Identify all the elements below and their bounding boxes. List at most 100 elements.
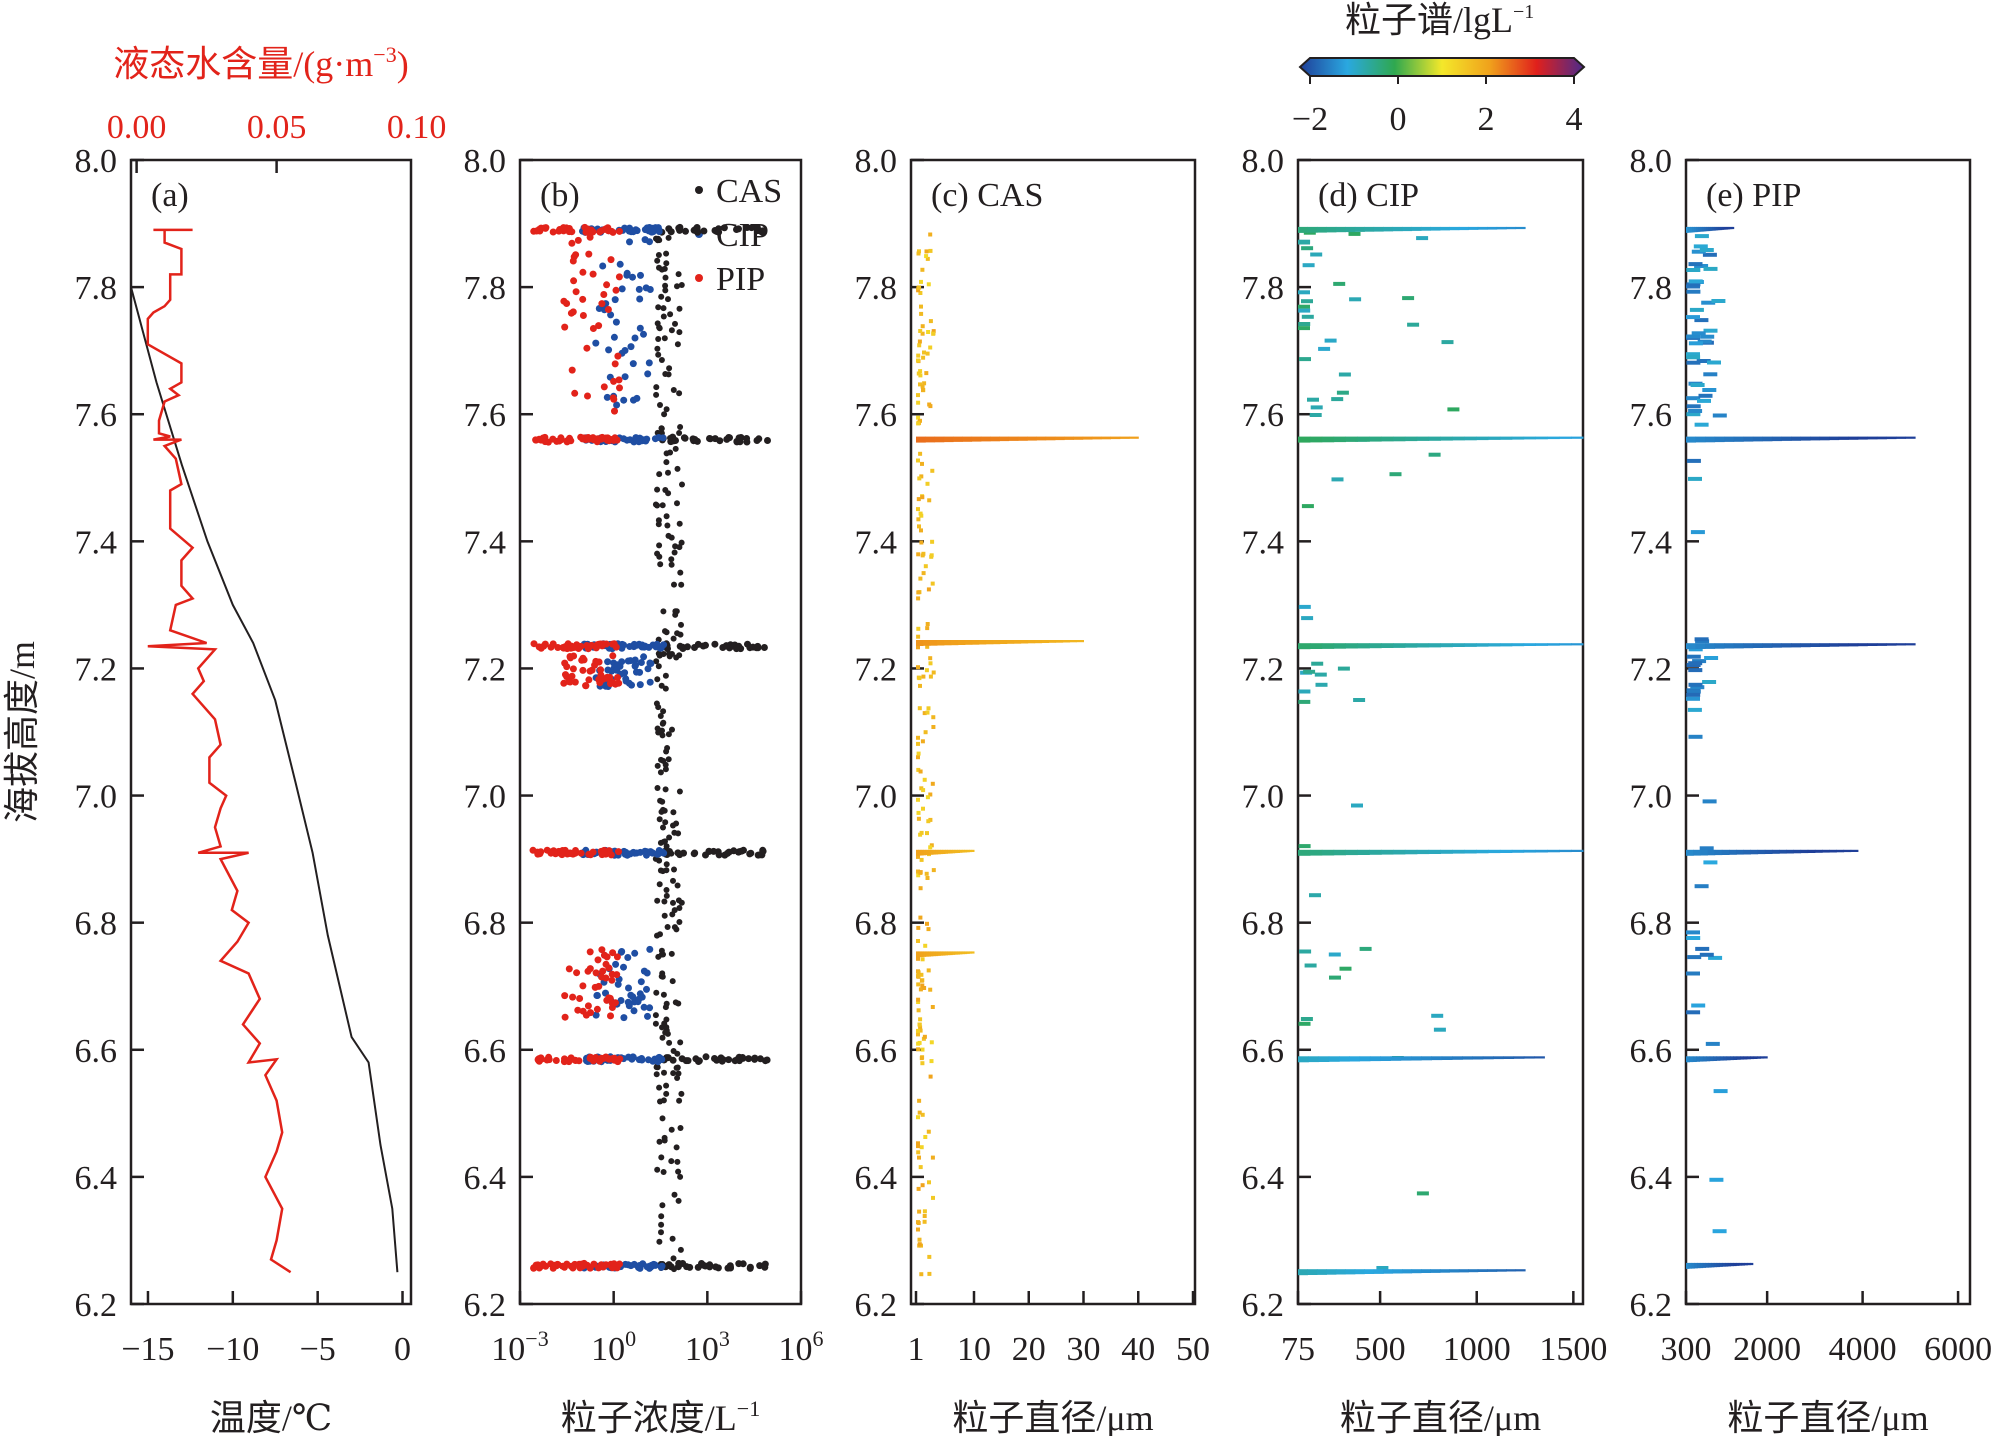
heatmap-band-cell [1535, 436, 1548, 440]
data-point [672, 611, 679, 618]
data-point [665, 469, 671, 476]
data-point [739, 1260, 747, 1268]
heatmap-band-cell [966, 951, 970, 954]
data-point [662, 672, 669, 679]
heatmap-cell [916, 458, 920, 463]
heatmap-cell [924, 371, 929, 376]
data-point [586, 948, 594, 956]
data-point [612, 960, 620, 968]
heatmap-cell [926, 1129, 931, 1134]
data-point [686, 1263, 694, 1271]
heatmap-cell [917, 476, 922, 481]
heatmap-band-cell [971, 951, 975, 954]
heatmap-band-cell [930, 849, 934, 855]
heatmap-band-cell [1499, 643, 1513, 647]
heatmap-cell [1298, 322, 1311, 326]
data-point [604, 666, 612, 674]
data-point [651, 435, 659, 443]
heatmap-band-cell [1819, 436, 1830, 441]
heatmap-cell [930, 539, 935, 544]
heatmap-cell [924, 668, 929, 673]
heatmap-band-cell [1392, 226, 1403, 232]
heatmap-cell [1447, 407, 1460, 412]
data-point [636, 324, 644, 332]
heatmap-band-cell [1559, 436, 1572, 439]
heatmap-band-cell [1716, 1262, 1720, 1268]
x-tick-label: 10−3 [491, 1326, 548, 1368]
heatmap-band-cell [925, 849, 929, 856]
heatmap-cell [917, 524, 921, 529]
data-point [679, 481, 685, 488]
heatmap-cell [922, 1209, 927, 1214]
heatmap-cell [1702, 252, 1717, 257]
series-line-lwc [146, 228, 292, 1274]
data-point [609, 394, 617, 402]
heatmap-cell [917, 1155, 921, 1160]
heatmap-band-cell [1333, 643, 1346, 649]
data-point [561, 323, 569, 331]
data-point [678, 282, 685, 288]
data-point [610, 640, 618, 648]
heatmap-cell [919, 311, 924, 316]
y-tick-label: 6.6 [1242, 1033, 1285, 1070]
data-point [753, 224, 761, 231]
heatmap-band-cell [959, 951, 963, 955]
y-tick-label: 7.2 [1630, 651, 1673, 688]
heatmap-band-cell [1499, 849, 1513, 853]
heatmap-band-cell [1689, 1056, 1694, 1063]
data-point [662, 786, 669, 793]
heatmap-band-cell [1345, 1269, 1356, 1275]
heatmap-band-cell [1886, 643, 1897, 646]
heatmap-band-cell [1440, 643, 1453, 648]
data-point [638, 1055, 646, 1062]
heatmap-band-cell [1393, 849, 1406, 855]
heatmap-band-cell [1468, 226, 1479, 230]
data-point [576, 995, 584, 1002]
data-point [671, 1266, 677, 1273]
data-point [625, 1002, 633, 1010]
heatmap-band-cell [1404, 849, 1418, 855]
heatmap-band-cell [1013, 640, 1022, 644]
heatmap-cell [916, 626, 921, 631]
heatmap-cell [1416, 1191, 1429, 1196]
heatmap-cell [918, 769, 923, 774]
heatmap-band-cell [1119, 436, 1130, 439]
heatmap-band-cell [920, 951, 924, 958]
data-point [549, 640, 557, 648]
data-point [654, 1166, 661, 1173]
heatmap-band-cell [1464, 849, 1477, 854]
heatmap-cell [916, 552, 921, 557]
heatmap-cell [1298, 844, 1311, 849]
data-point [647, 660, 655, 667]
heatmap-cell [917, 1242, 922, 1247]
heatmap-cell [921, 674, 926, 679]
heatmap-band-cell [1810, 436, 1821, 441]
heatmap-cell [1318, 346, 1331, 351]
heatmap-band-cell [1896, 436, 1906, 439]
data-point [657, 839, 664, 846]
data-point [675, 830, 682, 837]
heatmap-band-cell [1421, 1269, 1431, 1273]
heatmap-band-cell [1709, 226, 1713, 231]
heatmap-cell [931, 1195, 935, 1200]
y-tick-label: 6.8 [1242, 906, 1285, 943]
data-point [663, 513, 670, 520]
heatmap-band-cell [1411, 226, 1422, 231]
heatmap-band-cell [1771, 643, 1782, 648]
heatmap-band-cell [1034, 640, 1043, 644]
top-axis-title-end: ) [397, 44, 409, 84]
heatmap-cell [930, 468, 935, 473]
heatmap-band-cell [959, 849, 963, 853]
data-point [583, 344, 591, 352]
heatmap-band-cell [1800, 436, 1811, 441]
heatmap-band-cell [957, 951, 960, 955]
heatmap-cell [916, 997, 921, 1002]
data-point [668, 556, 675, 563]
data-point [644, 1056, 652, 1064]
data-point [659, 973, 666, 980]
heatmap-cell [921, 806, 925, 811]
heatmap-band-cell [1472, 1056, 1484, 1060]
x-tick-label: 6000 [1924, 1331, 1992, 1368]
data-point [665, 234, 672, 241]
y-tick-label: 7.6 [855, 397, 898, 434]
